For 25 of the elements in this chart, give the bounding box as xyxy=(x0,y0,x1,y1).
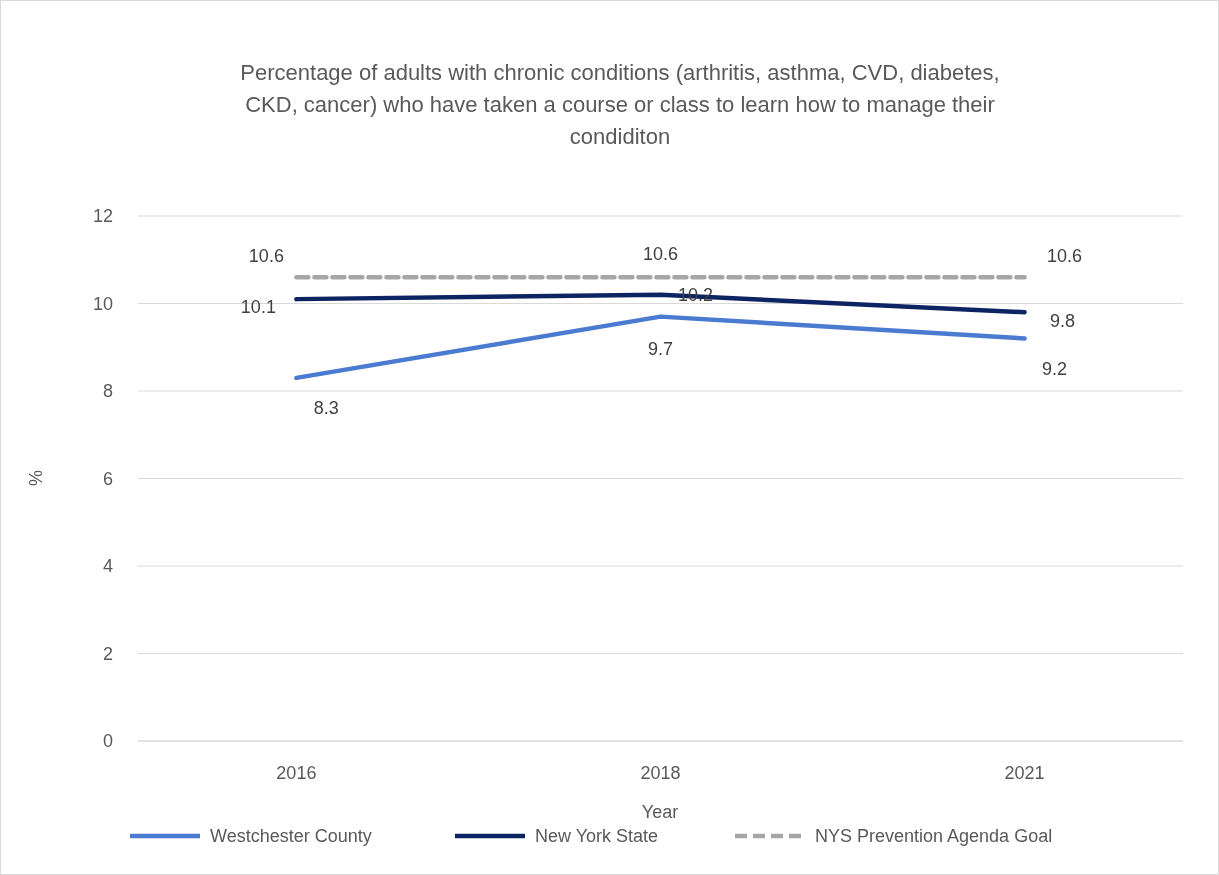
y-axis-title: % xyxy=(26,469,46,487)
legend-label: Westchester County xyxy=(210,826,372,847)
data-label: 9.7 xyxy=(647,338,674,359)
x-tick-label: 2018 xyxy=(640,763,681,783)
legend-label: New York State xyxy=(535,826,659,847)
data-label: 9.8 xyxy=(1050,310,1076,331)
y-tick-label: 2 xyxy=(102,643,113,664)
data-label: 10.6 xyxy=(1047,245,1083,266)
y-tick-label: 4 xyxy=(102,556,113,577)
x-axis-title: Year xyxy=(641,802,679,822)
y-tick-label: 12 xyxy=(92,206,113,227)
data-label: 10.6 xyxy=(642,243,679,264)
data-label: 10.1 xyxy=(240,297,276,318)
chart-title: Percentage of adults with chronic conditions (arthritis, asthma, CVD, diabetes, CKD, cancer) who have taken a course or class to learn how to manage their condiditon xyxy=(240,60,1000,149)
y-tick-label: 6 xyxy=(102,468,113,489)
data-label: 10.2 xyxy=(677,285,714,306)
data-label: 10.6 xyxy=(248,245,284,266)
y-tick-label: 10 xyxy=(92,293,113,314)
data-label: 9.2 xyxy=(1042,358,1068,379)
x-tick-label: 2021 xyxy=(1004,763,1045,783)
y-tick-label: 8 xyxy=(102,381,113,402)
legend-label: NYS Prevention Agenda Goal xyxy=(815,826,1053,847)
data-label: 8.3 xyxy=(313,398,339,419)
x-tick-label: 2016 xyxy=(276,763,317,783)
y-tick-label: 0 xyxy=(102,731,113,752)
